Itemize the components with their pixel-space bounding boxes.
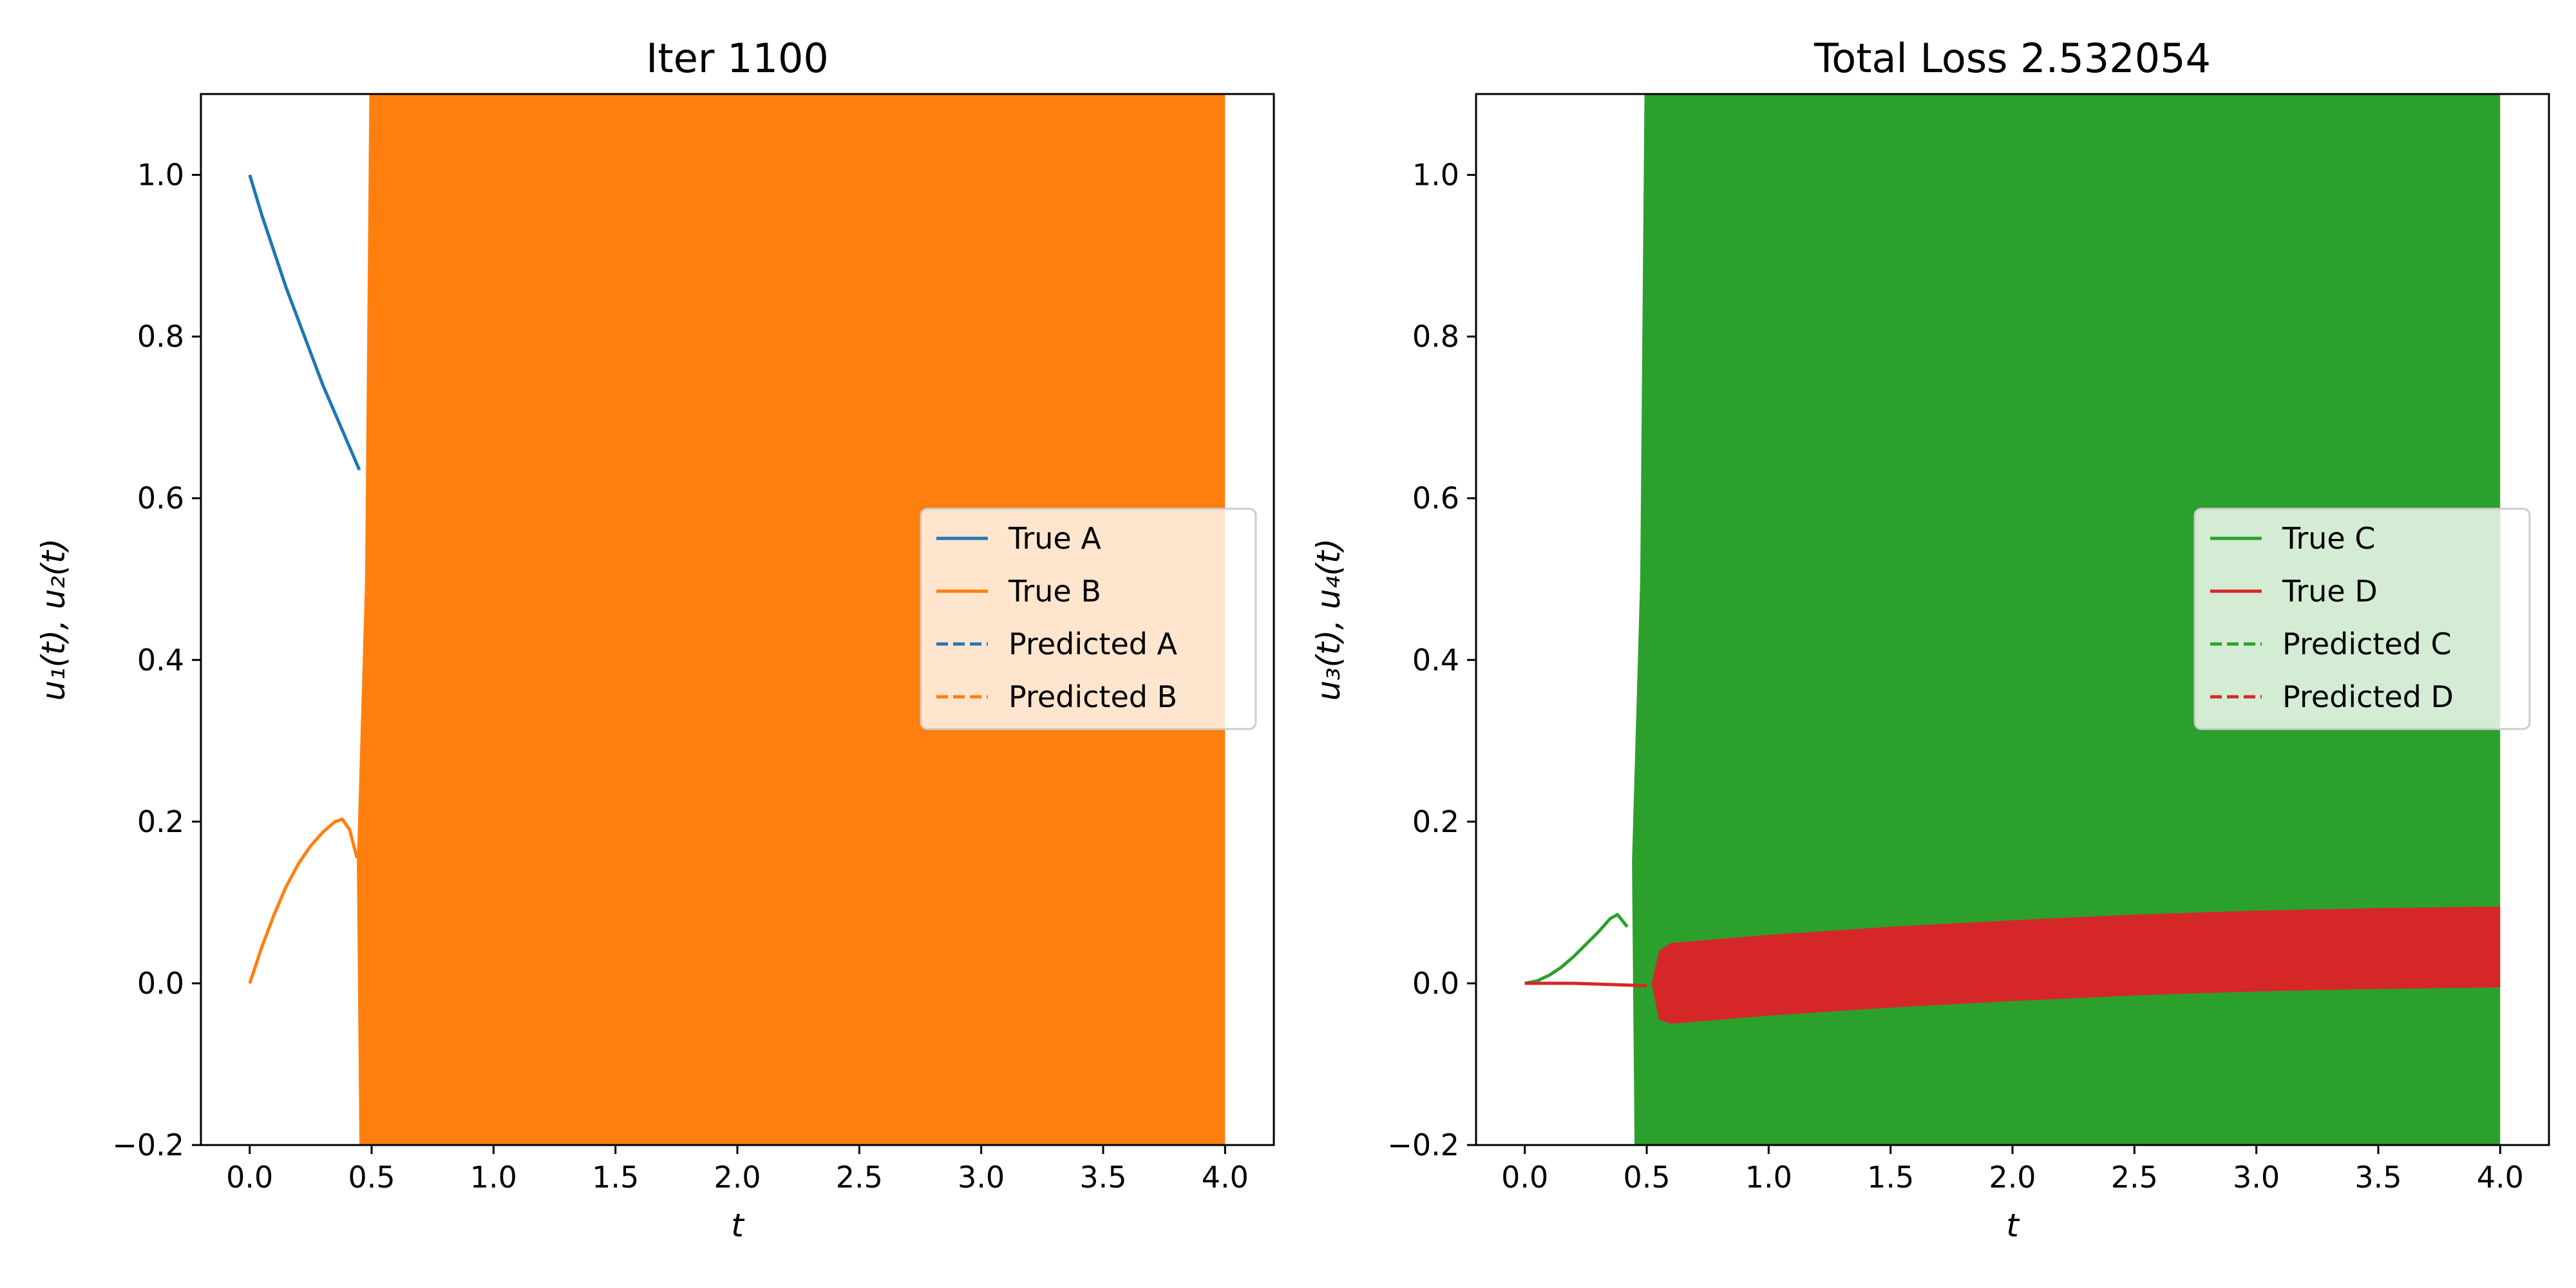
line-true-d (1524, 981, 1647, 988)
x-axis-label-left: t (731, 1207, 745, 1244)
y-tick-label: 0.2 (1412, 804, 1459, 839)
oscillation-bands-right (1632, 94, 2501, 1145)
subplot-left: 0.0 0.5 1.0 1.5 2.0 2.5 3.0 3.5 4.0 −0.2 0.0 0.2 0.… (35, 35, 1275, 1244)
x-tick-label: 4.0 (1202, 1160, 1249, 1195)
legend-label-predicted-b: Predicted B (1009, 679, 1177, 714)
y-tick-label: 1.0 (137, 158, 184, 193)
subplot-right: 0.0 0.5 1.0 1.5 2.0 2.5 3.0 3.5 4.0 −0.2 0.0 0.2 0.… (1310, 35, 2550, 1244)
legend-label-predicted-a: Predicted A (1009, 627, 1178, 661)
x-tick-label: 1.5 (1867, 1160, 1914, 1195)
x-tick-label: 0.0 (1501, 1160, 1548, 1195)
y-tick-label: −0.2 (1387, 1128, 1459, 1162)
y-tick-label: 0.4 (137, 643, 184, 677)
band-predicted-b (357, 94, 1226, 1145)
x-tick-label: 1.0 (1745, 1160, 1792, 1195)
x-axis-label-right: t (2006, 1207, 2020, 1244)
x-tick-label: 2.0 (1989, 1160, 2036, 1195)
x-tick-label: 3.5 (1079, 1160, 1126, 1195)
x-ticks-left: 0.0 0.5 1.0 1.5 2.0 2.5 3.0 3.5 4.0 (226, 1145, 1249, 1195)
x-tick-label: 0.5 (348, 1160, 395, 1195)
series-lines-right (1524, 913, 1647, 988)
legend-label-true-c: True C (2282, 521, 2375, 556)
y-tick-label: 0.0 (137, 966, 184, 1001)
legend-left: True A True B Predicted A Predicted B (920, 507, 1257, 730)
y-tick-label: 0.2 (137, 804, 184, 839)
x-tick-label: 3.5 (2354, 1160, 2401, 1195)
x-tick-label: 0.5 (1623, 1160, 1670, 1195)
y-tick-label: −0.2 (112, 1128, 184, 1162)
legend-box (920, 507, 1257, 730)
y-tick-label: 1.0 (1412, 158, 1459, 193)
x-tick-label: 1.0 (470, 1160, 517, 1195)
subplot-title-left: Iter 1100 (646, 35, 829, 82)
y-ticks-left: −0.2 0.0 0.2 0.4 0.6 0.8 1.0 (112, 158, 201, 1162)
legend-label-true-b: True B (1008, 574, 1101, 609)
y-tick-label: 0.4 (1412, 643, 1459, 677)
x-tick-label: 1.5 (592, 1160, 639, 1195)
y-tick-label: 0.8 (1412, 319, 1459, 354)
legend-label-true-a: True A (1008, 521, 1101, 556)
y-ticks-right: −0.2 0.0 0.2 0.4 0.6 0.8 1.0 (1387, 158, 1476, 1162)
y-tick-label: 0.6 (137, 481, 184, 516)
subplot-title-right: Total Loss 2.532054 (1814, 35, 2211, 82)
line-true-c (1524, 913, 1629, 985)
x-tick-label: 4.0 (2477, 1160, 2524, 1195)
series-lines-left (248, 174, 361, 984)
x-tick-label: 2.5 (2111, 1160, 2158, 1195)
legend-label-predicted-d: Predicted D (2282, 679, 2454, 714)
x-ticks-right: 0.0 0.5 1.0 1.5 2.0 2.5 3.0 3.5 4.0 (1501, 1145, 2524, 1195)
x-tick-label: 3.0 (2233, 1160, 2280, 1195)
oscillation-bands-left (357, 94, 1226, 1145)
legend-box (2193, 507, 2531, 730)
band-predicted-c (1632, 94, 2501, 1145)
x-tick-label: 2.5 (836, 1160, 883, 1195)
legend-right: True C True D Predicted C Predicted D (2193, 507, 2531, 730)
line-true-a (248, 174, 361, 471)
x-tick-label: 0.0 (226, 1160, 273, 1195)
band-predicted-d (1651, 906, 2501, 1024)
legend-label-true-d: True D (2282, 574, 2378, 609)
legend-label-predicted-c: Predicted C (2282, 627, 2452, 661)
line-true-b (248, 817, 359, 984)
y-axis-label-left: u₁(t), u₂(t) (35, 538, 72, 701)
y-tick-label: 0.0 (1412, 966, 1459, 1001)
y-axis-label-right: u₃(t), u₄(t) (1310, 538, 1347, 701)
y-tick-label: 0.8 (137, 319, 184, 354)
x-tick-label: 3.0 (958, 1160, 1005, 1195)
x-tick-label: 2.0 (714, 1160, 761, 1195)
y-tick-label: 0.6 (1412, 481, 1459, 516)
